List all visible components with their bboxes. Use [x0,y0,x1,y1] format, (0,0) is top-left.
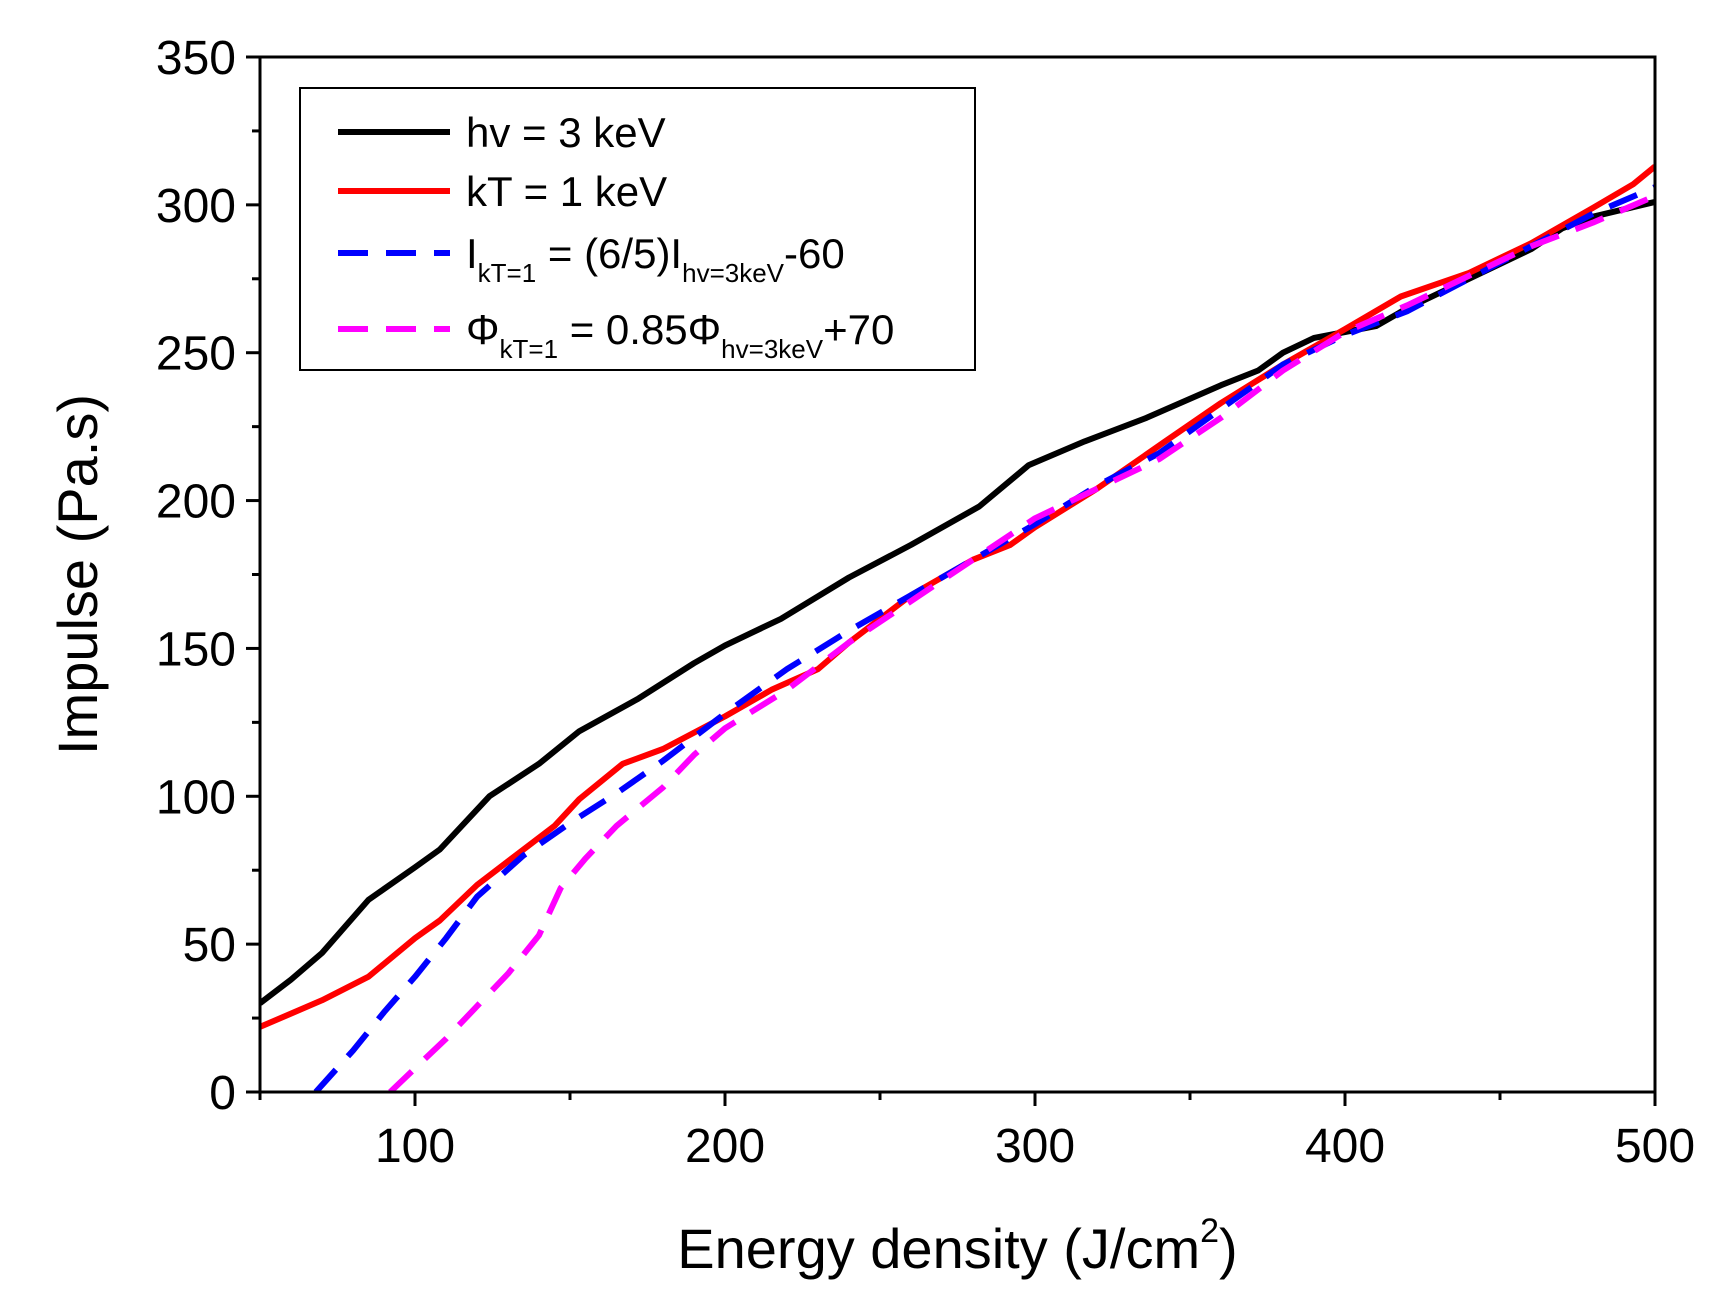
x-axis-title: Energy density (J/cm2) [677,1212,1237,1280]
y-tick-label: 50 [183,919,236,972]
x-tick-label: 500 [1615,1120,1695,1173]
tick-labels-layer: 100 200 300 400 500 0 50 100 150 200 250 300 350 [156,32,1695,1173]
y-tick-label: 200 [156,476,236,529]
legend-label-kt-1kev: kT = 1 keV [466,168,667,215]
legend-label-hv-3kev: hv = 3 keV [466,109,666,156]
y-tick-label: 250 [156,328,236,381]
series-line-2 [313,184,1655,1092]
x-tick-label: 200 [685,1120,765,1173]
y-tick-label: 100 [156,771,236,824]
legend-label-phi-fit: ΦkT=1 = 0.85Φhv=3keV+70 [466,306,894,364]
y-axis-title: Impulse (Pa.s) [46,394,109,755]
y-tick-label: 300 [156,180,236,233]
ticks-layer [246,55,1657,1106]
x-tick-label: 400 [1305,1120,1385,1173]
series-line-3 [388,193,1655,1092]
x-axis-title-superscript: 2 [1200,1212,1219,1250]
x-tick-label: 100 [375,1120,455,1173]
series-layer [260,164,1655,1092]
x-axis-title-main: Energy density (J/cm [677,1217,1200,1280]
legend: hv = 3 keV kT = 1 keV IkT=1 = (6/5)Ihv=3… [299,87,976,371]
y-tick-label: 350 [156,32,236,85]
y-tick-label: 0 [209,1067,236,1120]
x-axis-title-close: ) [1219,1217,1238,1280]
y-tick-label: 150 [156,623,236,676]
legend-label-impulse-fit: IkT=1 = (6/5)Ihv=3keV-60 [466,230,845,288]
x-tick-label: 300 [995,1120,1075,1173]
